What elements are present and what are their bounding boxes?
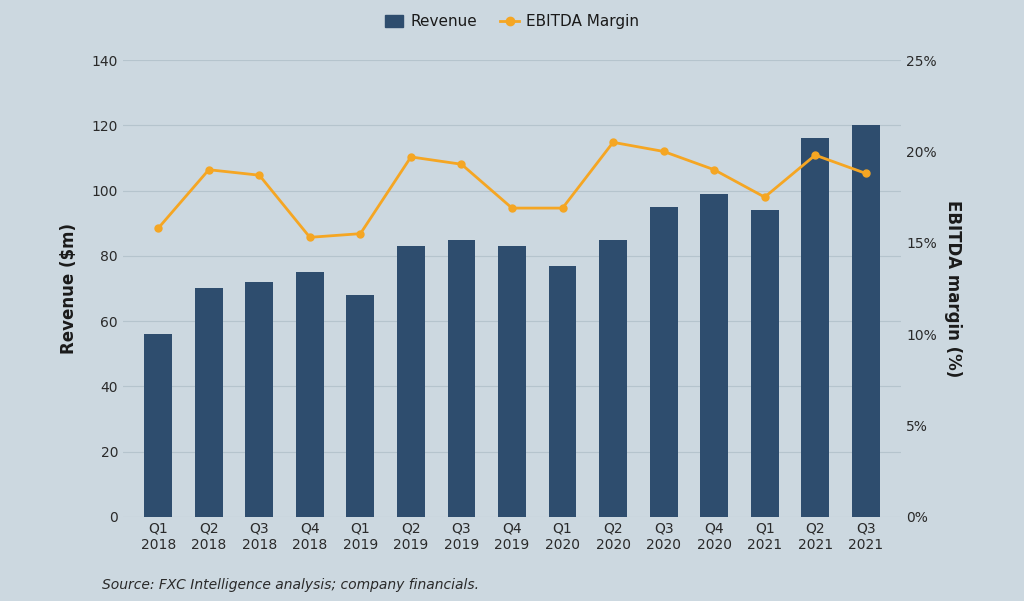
Bar — [700, 194, 728, 517]
Text: Source: FXC Intelligence analysis; company financials.: Source: FXC Intelligence analysis; compa… — [102, 578, 479, 592]
Bar — [195, 288, 222, 517]
Bar — [346, 295, 375, 517]
Y-axis label: Revenue ($m): Revenue ($m) — [59, 223, 78, 354]
Bar — [599, 240, 627, 517]
Bar — [447, 240, 475, 517]
Bar — [549, 266, 577, 517]
Bar — [852, 126, 880, 517]
Bar — [144, 334, 172, 517]
Y-axis label: EBITDA margin (%): EBITDA margin (%) — [944, 200, 962, 377]
Bar — [397, 246, 425, 517]
Bar — [246, 282, 273, 517]
Bar — [751, 210, 778, 517]
Bar — [296, 272, 324, 517]
Bar — [498, 246, 526, 517]
Legend: Revenue, EBITDA Margin: Revenue, EBITDA Margin — [379, 8, 645, 35]
Bar — [649, 207, 678, 517]
Bar — [802, 138, 829, 517]
